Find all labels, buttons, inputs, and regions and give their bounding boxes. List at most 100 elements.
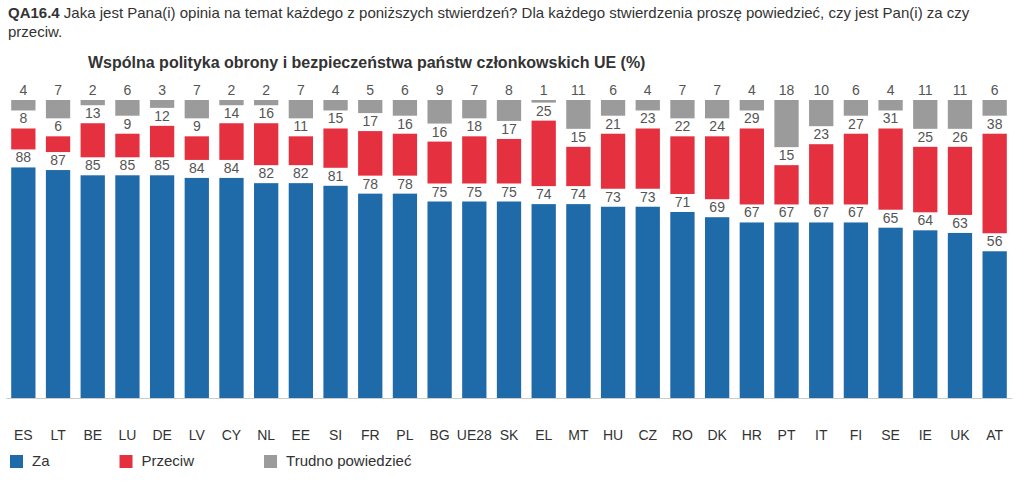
x-tick-label: RO xyxy=(672,427,693,443)
bar-segment xyxy=(427,100,451,124)
data-label: 82 xyxy=(293,165,309,181)
legend-label: Trudno powiedzieć xyxy=(286,452,412,469)
legend: ZaPrzeciwTrudno powiedzieć xyxy=(10,452,412,469)
x-tick-label: EE xyxy=(292,427,311,443)
x-tick: DE xyxy=(152,398,171,443)
data-label: 74 xyxy=(536,186,552,202)
bar-segment xyxy=(323,128,347,167)
bar-segment xyxy=(740,222,764,398)
data-label: 67 xyxy=(779,204,795,220)
bar-segment xyxy=(185,136,209,160)
data-label: 67 xyxy=(744,204,760,220)
bar-segment xyxy=(393,194,417,398)
bars xyxy=(11,100,1007,398)
data-label: 23 xyxy=(640,110,656,126)
bar-segment xyxy=(358,131,382,176)
data-label: 9 xyxy=(124,116,132,132)
x-tick-label: SE xyxy=(881,427,900,443)
x-tick-label: PL xyxy=(396,427,413,443)
legend-label: Przeciw xyxy=(142,452,195,469)
x-tick-label: EL xyxy=(535,427,552,443)
data-label: 7 xyxy=(470,82,478,98)
bar-segment xyxy=(601,100,625,116)
bar-segment xyxy=(774,222,798,398)
data-label: 3 xyxy=(158,82,166,98)
data-label: 6 xyxy=(991,82,999,98)
bar-segment xyxy=(289,136,313,165)
data-label: 73 xyxy=(605,189,621,205)
data-label: 6 xyxy=(852,82,860,98)
x-tick: LU xyxy=(118,398,136,443)
x-tick: CY xyxy=(222,398,242,443)
data-label: 69 xyxy=(709,199,725,215)
data-label: 4 xyxy=(644,82,652,98)
x-tick: IE xyxy=(919,398,932,443)
data-label: 67 xyxy=(813,204,829,220)
data-label: 15 xyxy=(571,129,587,145)
x-tick-label: AT xyxy=(986,427,1003,443)
data-label: 81 xyxy=(328,168,344,184)
x-tick: MT xyxy=(568,398,589,443)
bar-segment xyxy=(462,202,486,399)
x-tick-label: BG xyxy=(430,427,450,443)
data-label: 1 xyxy=(540,82,548,98)
data-label: 13 xyxy=(85,105,101,121)
data-label: 67 xyxy=(848,204,864,220)
data-label: 4 xyxy=(332,82,340,98)
data-label: 71 xyxy=(675,194,691,210)
data-label: 22 xyxy=(675,118,691,134)
x-tick: BE xyxy=(83,398,102,443)
bar-segment xyxy=(983,251,1007,398)
x-tick: NL xyxy=(257,398,275,443)
bar-segment xyxy=(566,204,590,398)
x-tick: HR xyxy=(742,398,762,443)
bar-segment xyxy=(809,144,833,204)
data-label: 6 xyxy=(401,82,409,98)
data-label: 15 xyxy=(328,110,344,126)
bar-segment xyxy=(254,123,278,165)
x-tick: FR xyxy=(361,398,380,443)
data-label: 38 xyxy=(987,116,1003,132)
bar-segment xyxy=(532,204,556,398)
data-label: 12 xyxy=(154,108,170,124)
x-tick: IT xyxy=(815,398,828,443)
x-tick-label: FR xyxy=(361,427,380,443)
bar-segment xyxy=(636,207,660,398)
data-label: 84 xyxy=(189,160,205,176)
bar-segment xyxy=(46,100,70,118)
data-label: 11 xyxy=(953,82,968,98)
data-label: 29 xyxy=(744,110,760,126)
x-tick: PL xyxy=(396,398,413,443)
bar-segment xyxy=(393,134,417,176)
x-tick-label: IT xyxy=(815,427,828,443)
data-label: 27 xyxy=(848,116,864,132)
bar-segment xyxy=(358,100,382,113)
data-label: 7 xyxy=(54,82,62,98)
bar-segment xyxy=(393,100,417,116)
x-tick-label: UE28 xyxy=(457,427,492,443)
bar-segment xyxy=(948,233,972,398)
data-label: 16 xyxy=(432,124,448,140)
x-axis-line xyxy=(7,398,1013,399)
legend-item: Przeciw xyxy=(120,452,195,469)
bar-segment xyxy=(289,183,313,398)
x-tick-label: SK xyxy=(500,427,519,443)
x-tick: LV xyxy=(189,398,206,443)
x-tick-label: NL xyxy=(257,427,275,443)
bar-segment xyxy=(809,100,833,126)
data-label: 25 xyxy=(917,129,933,145)
data-label: 8 xyxy=(19,110,27,126)
data-label: 85 xyxy=(120,157,136,173)
data-label: 24 xyxy=(709,118,725,134)
data-label: 4 xyxy=(748,82,756,98)
bar-segment xyxy=(46,170,70,398)
x-tick: CZ xyxy=(638,398,657,443)
bar-segment xyxy=(740,128,764,204)
data-label: 5 xyxy=(366,82,374,98)
data-label: 82 xyxy=(258,165,274,181)
data-label: 63 xyxy=(952,215,968,231)
x-tick: UE28 xyxy=(457,398,492,443)
data-label: 2 xyxy=(228,82,236,98)
bar-segment xyxy=(115,175,139,398)
bar-segment xyxy=(81,123,105,157)
